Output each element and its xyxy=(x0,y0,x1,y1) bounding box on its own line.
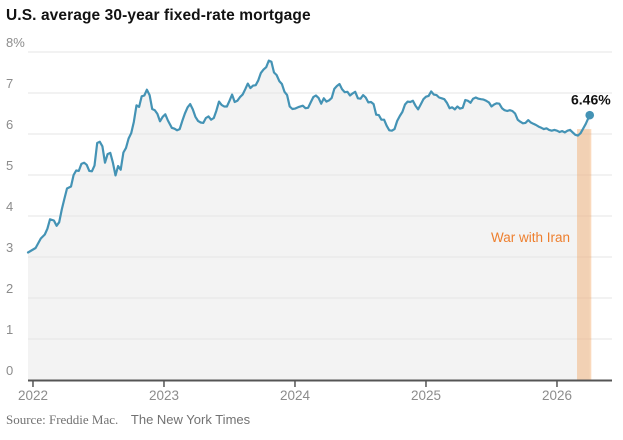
y-tick-label-4: 4 xyxy=(6,199,13,214)
y-tick-label-7: 7 xyxy=(6,76,13,91)
last-point-dot xyxy=(585,110,595,120)
y-tick-label-3: 3 xyxy=(6,240,13,255)
rate-line xyxy=(26,59,591,254)
chart-title: U.S. average 30-year fixed-rate mortgage xyxy=(6,7,311,24)
y-tick-label-6: 6 xyxy=(6,117,13,132)
y-tick-label-5: 5 xyxy=(6,158,13,173)
source-label: Source: Freddie Mac. xyxy=(6,412,119,427)
war-with-iran-band xyxy=(577,129,592,380)
x-tick-label-2022: 2022 xyxy=(18,388,48,403)
y-tick-label-2: 2 xyxy=(6,281,13,296)
x-tick-label-2025: 2025 xyxy=(411,388,441,403)
y-tick-label-8: 8% xyxy=(6,35,25,50)
source-line: Source: Freddie Mac. The New York Times xyxy=(6,412,250,428)
area-fill xyxy=(28,60,590,380)
last-value-label: 6.46% xyxy=(571,91,611,107)
x-tick-label-2024: 2024 xyxy=(280,388,311,403)
band-label: War with Iran xyxy=(491,230,570,245)
x-tick-label-2026: 2026 xyxy=(542,388,572,403)
x-tick-label-2023: 2023 xyxy=(149,388,179,403)
y-tick-label-1: 1 xyxy=(6,322,13,337)
y-tick-label-0: 0 xyxy=(6,363,13,378)
credit-label: The New York Times xyxy=(130,412,251,427)
